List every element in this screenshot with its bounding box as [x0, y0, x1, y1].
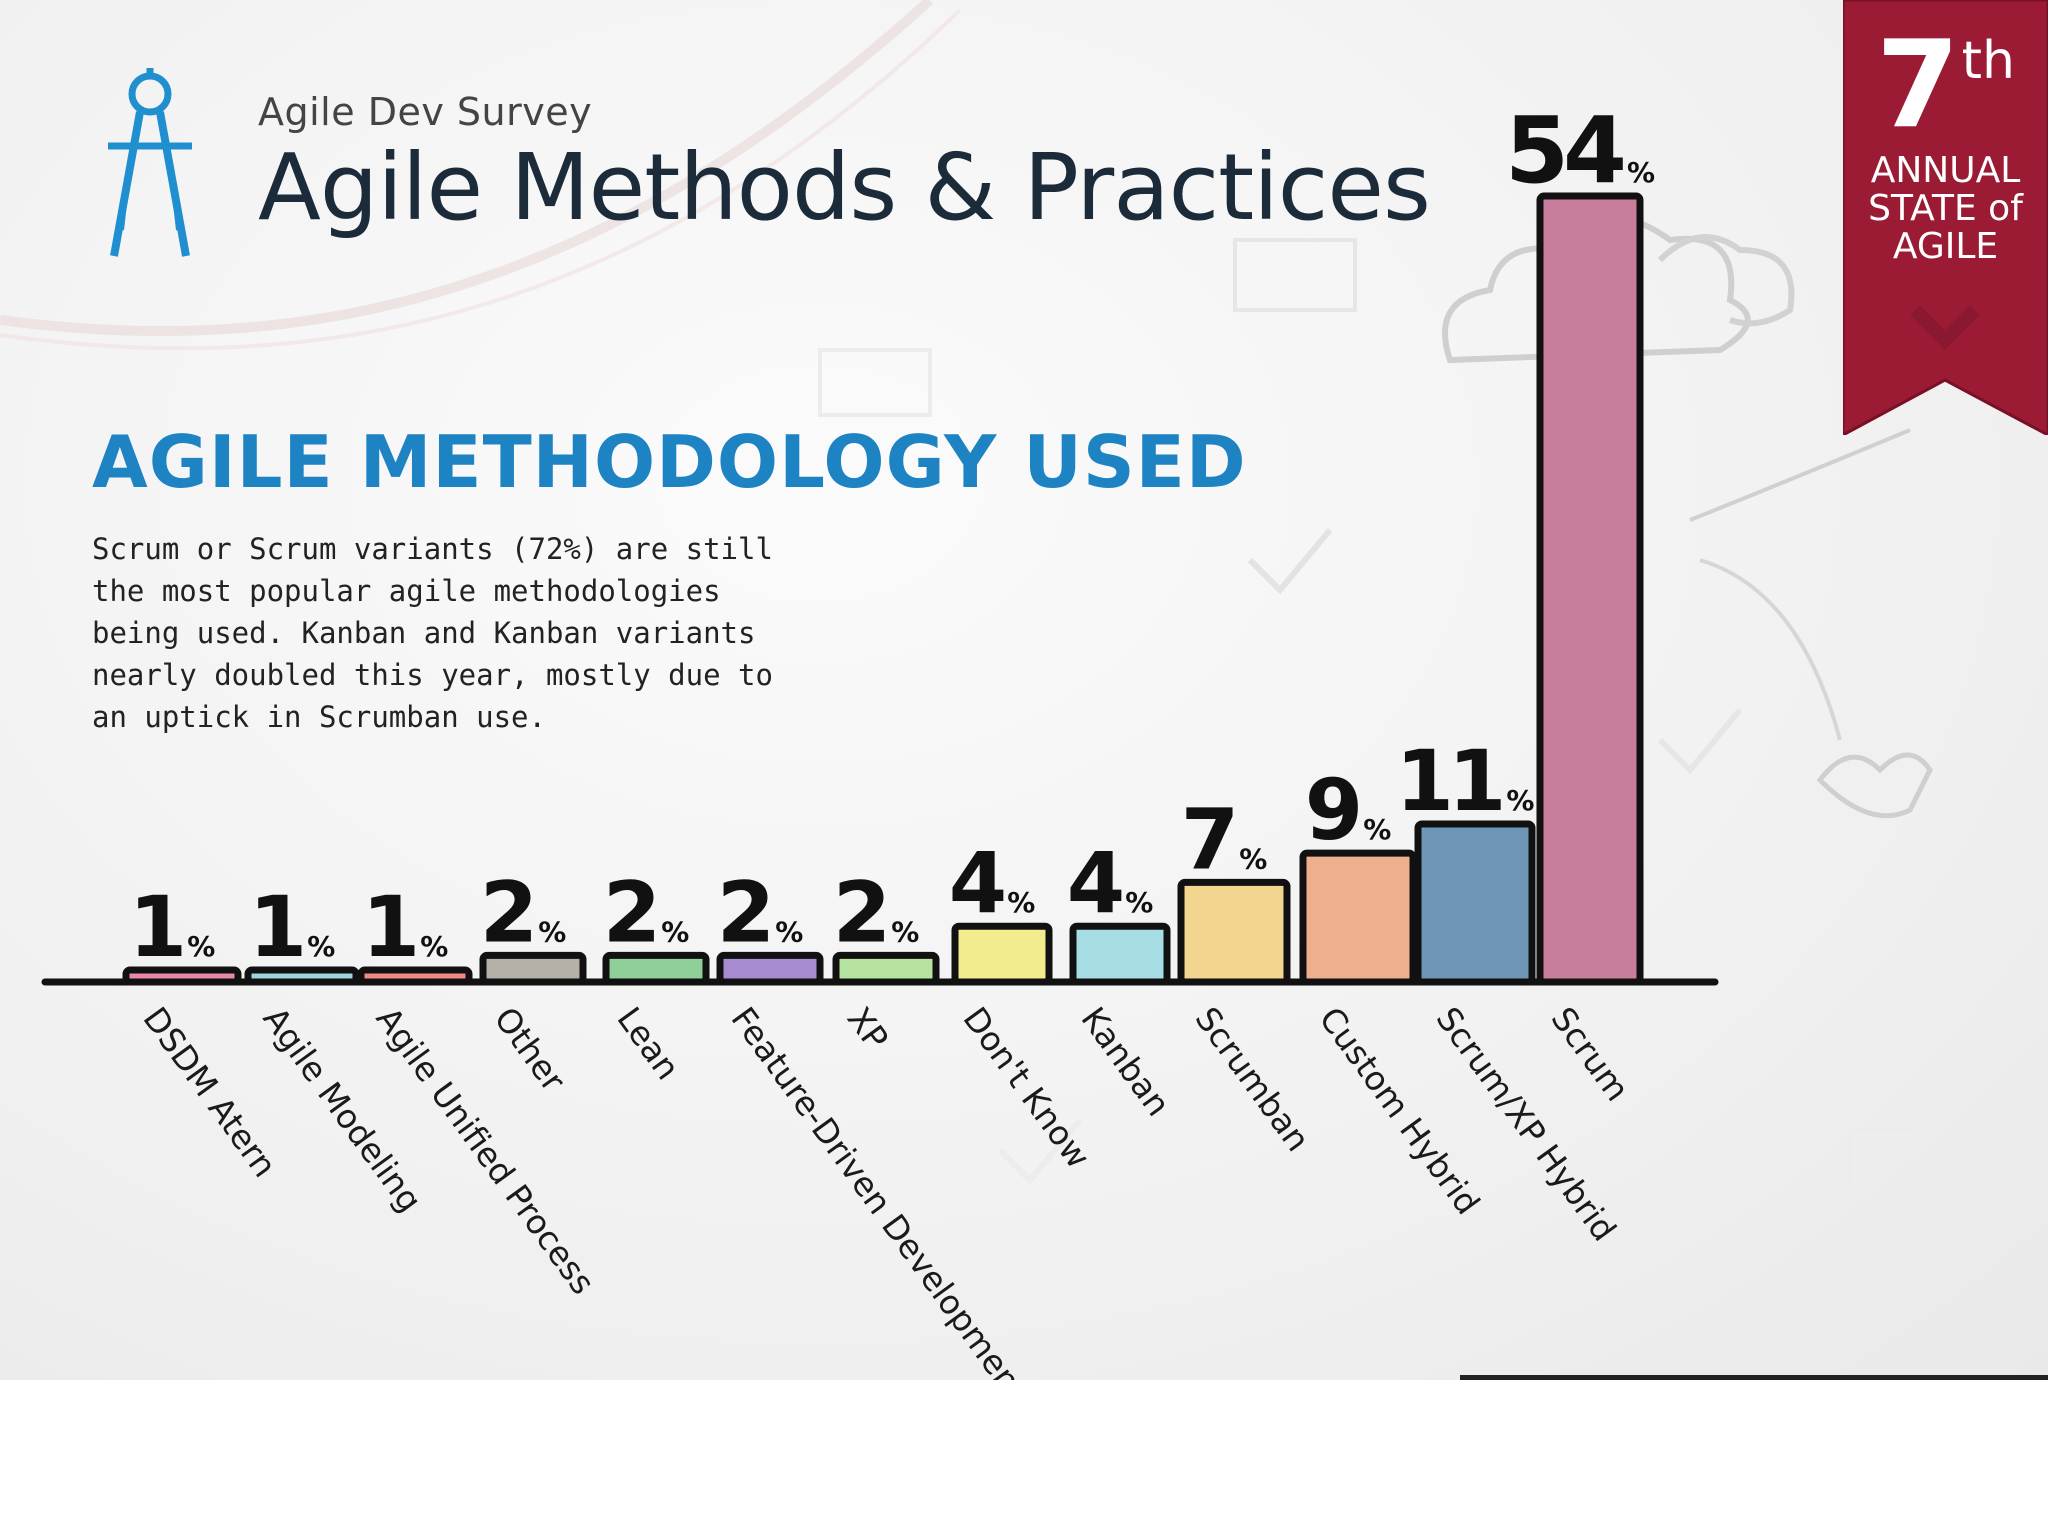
- value-unit: %: [420, 930, 448, 963]
- value-label: 54%: [1505, 97, 1655, 204]
- bar-custom-hybrid: [1299, 849, 1417, 986]
- ribbon-suffix: th: [1961, 31, 2015, 91]
- category-label: Scrumban: [1188, 1000, 1318, 1159]
- ribbon-edition: 7th: [1843, 26, 2048, 146]
- value-label: 7%: [1181, 790, 1268, 888]
- bar-kanban: [1069, 922, 1171, 986]
- section-description: Scrum or Scrum variants (72%) are still …: [92, 532, 773, 734]
- value-label: 1%: [129, 878, 216, 976]
- background-doodles: [0, 0, 2048, 1380]
- value-label: 11%: [1396, 732, 1535, 830]
- category-label: Lean: [610, 1000, 688, 1087]
- infographic-canvas: [0, 0, 2048, 1380]
- bar-don-t-know: [951, 922, 1053, 986]
- section-heading: AGILE METHODOLOGY USED: [92, 420, 1247, 504]
- category-label: Other: [487, 1000, 574, 1099]
- value-unit: %: [1506, 784, 1534, 817]
- value-label: 2%: [717, 863, 804, 961]
- value-unit: %: [891, 915, 919, 948]
- category-label: Kanban: [1074, 1000, 1179, 1123]
- ribbon-text: 7th ANNUAL STATE of AGILE: [1843, 26, 2048, 266]
- value-unit: %: [187, 930, 215, 963]
- bar-scrum: [1536, 192, 1644, 986]
- value-label: 2%: [480, 863, 567, 961]
- value-unit: %: [661, 915, 689, 948]
- survey-subtitle: Agile Dev Survey: [258, 90, 593, 134]
- value-label: 4%: [1067, 834, 1154, 932]
- compass-logo: [108, 68, 192, 257]
- value-label: 9%: [1305, 761, 1392, 859]
- annual-ribbon-badge: [1843, 0, 2048, 435]
- value-unit: %: [538, 915, 566, 948]
- value-unit: %: [1125, 886, 1153, 919]
- value-label: 2%: [603, 863, 690, 961]
- value-unit: %: [775, 915, 803, 948]
- ribbon-number: 7: [1876, 16, 1960, 155]
- page-title: Agile Methods & Practices: [258, 134, 1431, 241]
- value-label: 4%: [949, 834, 1036, 932]
- category-label: Scrum: [1544, 1000, 1638, 1108]
- ribbon-caption: ANNUAL STATE of AGILE: [1868, 150, 2023, 267]
- value-unit: %: [1007, 886, 1035, 919]
- value-label: 1%: [362, 878, 449, 976]
- category-label: Agile Unified Process: [369, 1000, 603, 1302]
- bar-scrum-xp-hybrid: [1414, 820, 1536, 986]
- value-label: 1%: [249, 878, 336, 976]
- value-unit: %: [1239, 842, 1267, 875]
- category-label: XP: [840, 1000, 897, 1057]
- value-unit: %: [1363, 813, 1391, 846]
- value-unit: %: [1627, 156, 1655, 189]
- value-label: 2%: [833, 863, 920, 961]
- bar-scrumban: [1177, 878, 1291, 986]
- value-unit: %: [307, 930, 335, 963]
